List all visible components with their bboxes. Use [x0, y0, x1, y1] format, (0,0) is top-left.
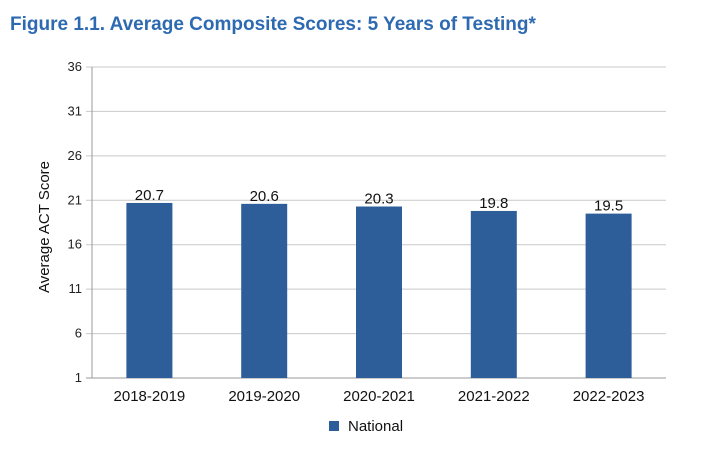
y-tick-label: 11	[69, 281, 83, 296]
y-tick-label: 26	[68, 148, 82, 163]
x-axis-ticks: 2018-2019 2019-2020 2020-2021 2021-2022 2022…	[114, 388, 645, 405]
y-tick-label: 36	[68, 59, 82, 74]
bar-2020-2021	[356, 206, 402, 378]
data-label: 19.8	[479, 195, 508, 212]
chart-title: Figure 1.1. Average Composite Scores: 5 …	[10, 14, 536, 35]
x-tick-label: 2018-2019	[114, 388, 186, 405]
x-tick-label: 2020-2021	[343, 388, 415, 405]
x-tick-label: 2021-2022	[458, 388, 530, 405]
x-tick-label: 2022-2023	[573, 388, 645, 405]
y-tick-label: 6	[75, 326, 82, 341]
bar-2022-2023	[585, 213, 632, 378]
data-label: 20.6	[250, 188, 279, 205]
legend-label: National	[348, 418, 403, 435]
x-tick-label: 2019-2020	[228, 388, 300, 405]
y-tick-label: 21	[68, 192, 82, 207]
y-tick-label: 1	[75, 370, 82, 385]
y-tick-label: 16	[68, 237, 82, 252]
bar-2019-2020	[241, 203, 288, 378]
data-labels: 20.7 20.6 20.3 19.8 19.5	[135, 187, 623, 215]
bars	[126, 202, 632, 378]
y-tick-label: 31	[68, 103, 82, 118]
data-label: 20.7	[135, 187, 164, 204]
legend: National	[329, 418, 403, 435]
legend-swatch	[329, 421, 339, 431]
bar-2021-2022	[470, 210, 517, 378]
y-axis-label: Average ACT Score	[36, 161, 53, 293]
data-label: 19.5	[594, 198, 623, 215]
bar-2018-2019	[126, 202, 173, 378]
data-label: 20.3	[364, 191, 393, 208]
